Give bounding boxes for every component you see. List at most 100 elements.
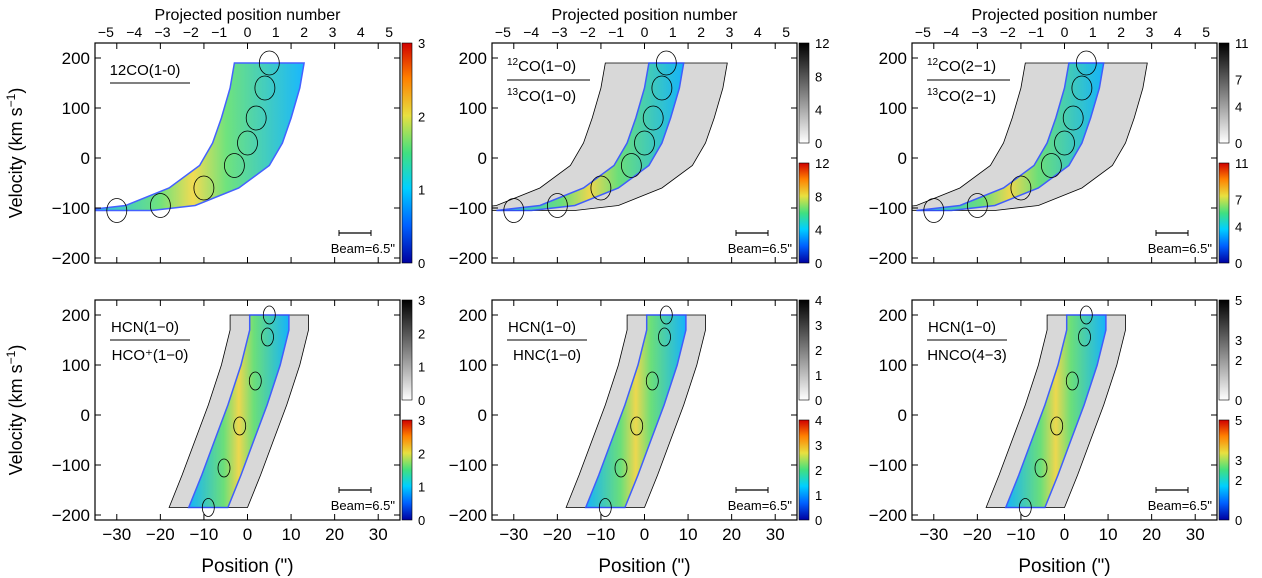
y-tick-label: 200 [879, 306, 907, 325]
y-tick-label: 200 [62, 49, 90, 68]
x-tick-label: −30 [499, 525, 528, 544]
contour [651, 75, 673, 101]
y-tick-label: 100 [62, 356, 90, 375]
y-tick-label: 0 [81, 149, 90, 168]
top-tick-label: 1 [1089, 24, 1097, 40]
contour [149, 193, 171, 218]
x-tick-label: 10 [679, 525, 698, 544]
gray-colorbar [401, 299, 413, 401]
top-tick-label: −3 [155, 24, 171, 40]
top-tick-label: 2 [300, 24, 308, 40]
beam-label: Beam=6.5" [728, 498, 793, 513]
top-tick-label: 4 [1174, 24, 1182, 40]
beam-label: Beam=6.5" [331, 241, 396, 256]
x-tick-label: −20 [146, 525, 175, 544]
contour [258, 50, 280, 76]
color-colorbar [798, 162, 810, 264]
top-tick-label: −4 [523, 24, 539, 40]
color-colorbar-tick-label: 7 [1235, 192, 1242, 207]
top-tick-label: 3 [329, 24, 337, 40]
contour [1078, 327, 1091, 347]
color-colorbar-tick-label: 4 [815, 223, 822, 238]
y-tick-label: 100 [459, 99, 487, 118]
contour [659, 305, 673, 325]
top-tick-label: −4 [943, 24, 959, 40]
y-tick-label: −100 [52, 199, 90, 218]
top-tick-label: −3 [552, 24, 568, 40]
color-colorbar [1218, 419, 1230, 521]
contour [614, 458, 628, 478]
gray-colorbar [798, 42, 810, 144]
gray-colorbar-tick-label: 1 [815, 368, 822, 383]
color-colorbar-tick-label: 2 [418, 446, 425, 461]
top-tick-label: −5 [915, 24, 931, 40]
contour [261, 327, 274, 347]
top-tick-label: −1 [1028, 24, 1044, 40]
gray-colorbar-tick-label: 0 [1235, 393, 1242, 408]
plot-area [912, 50, 1148, 223]
top-tick-label: 4 [754, 24, 762, 40]
contour [201, 498, 215, 517]
ratio-denominator: HNCO(4−3) [927, 347, 1007, 364]
beam-label: Beam=6.5" [1148, 498, 1213, 513]
top-axis-label: Projected position number [972, 7, 1159, 24]
y-tick-label: 200 [459, 49, 487, 68]
x-tick-label: 30 [1186, 525, 1205, 544]
top-tick-label: 1 [272, 24, 280, 40]
gray-colorbar-tick-label: 3 [418, 293, 425, 308]
panel-top-left: −200 −100 0 100 200 −5 −4 −3 −2 −1 0 1 2 3 4 5 Projected… [4, 7, 425, 271]
x-axis-label: Position (") [1018, 556, 1110, 577]
x-axis-label: Position (") [598, 556, 690, 577]
gray-colorbar-tick-label: 4 [815, 293, 822, 308]
ratio-numerator: HCN(1−0) [928, 319, 996, 336]
top-tick-label: 3 [1146, 24, 1154, 40]
y-tick-label: 0 [478, 406, 487, 425]
plot-area [985, 305, 1126, 517]
top-axis-label: Projected position number [155, 7, 342, 24]
y-tick-label: 0 [898, 406, 907, 425]
color-colorbar-tick-label: 1 [815, 488, 822, 503]
contour [1071, 75, 1093, 101]
plot-area [168, 305, 309, 517]
top-tick-label: −5 [98, 24, 114, 40]
contour [1079, 305, 1093, 325]
contour [621, 153, 642, 178]
beam-label: Beam=6.5" [1148, 241, 1213, 256]
x-tick-label: −10 [190, 525, 219, 544]
gray-colorbar-tick-label: 0 [1235, 136, 1242, 151]
contour [1034, 458, 1048, 478]
y-tick-label: 200 [459, 306, 487, 325]
contour [233, 416, 247, 436]
contour [1050, 416, 1064, 436]
contour [1018, 498, 1032, 517]
colorbar-tick-label: 0 [418, 256, 425, 271]
top-tick-label: −2 [1000, 24, 1016, 40]
x-tick-label: −20 [543, 525, 572, 544]
color-colorbar-tick-label: 11 [1235, 156, 1249, 171]
color-ratio-map [496, 62, 685, 212]
gray-colorbar-tick-label: 2 [815, 343, 822, 358]
contour [503, 198, 525, 223]
gray-colorbar-tick-label: 4 [815, 103, 822, 118]
top-tick-label: 2 [697, 24, 705, 40]
gray-colorbar-tick-label: 12 [815, 36, 829, 51]
x-tick-label: −20 [963, 525, 992, 544]
color-ratio-map [916, 62, 1105, 212]
beam-label: Beam=6.5" [728, 241, 793, 256]
contour [1054, 130, 1075, 156]
panel-bottom-right: −30 −20 −10 0 10 20 30−200−1000100200Position … [869, 293, 1243, 577]
contour [106, 198, 128, 223]
plot-area [492, 50, 728, 223]
panel-bottom-left: −30 −20 −10 0 10 20 30−200−1000100200Position … [4, 293, 425, 577]
top-tick-label: 3 [726, 24, 734, 40]
y-tick-label: 100 [62, 99, 90, 118]
color-colorbar [798, 419, 810, 521]
contour [634, 130, 655, 156]
top-tick-label: 0 [641, 24, 649, 40]
x-axis-label: Position (") [201, 556, 293, 577]
gray-colorbar-tick-label: 2 [1235, 353, 1242, 368]
gray-colorbar [1218, 299, 1230, 401]
y-tick-label: −200 [449, 249, 487, 268]
color-colorbar-tick-label: 3 [1235, 453, 1242, 468]
